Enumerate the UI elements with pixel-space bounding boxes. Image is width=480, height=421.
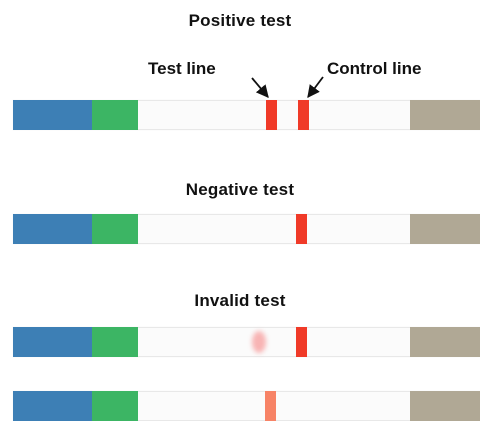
test-line-mark: [266, 100, 277, 130]
conjugate-pad: [92, 214, 138, 244]
absorbent-pad: [410, 391, 480, 421]
sample-pad: [13, 214, 92, 244]
absorbent-pad: [410, 100, 480, 130]
invalid-test-heading: Invalid test: [194, 291, 286, 310]
positive-test-heading: Positive test: [188, 11, 292, 30]
conjugate-pad: [92, 391, 138, 421]
invalid-test-strip-1: [13, 327, 480, 357]
sample-pad: [13, 391, 92, 421]
control-line-callout: Control line: [327, 59, 422, 78]
control-line-mark: [296, 327, 307, 357]
positive-test-strip: [13, 100, 480, 130]
conjugate-pad: [92, 327, 138, 357]
test-line-arrow: [251, 77, 269, 98]
faint-test-smudge: [252, 331, 266, 353]
sample-pad: [13, 100, 92, 130]
test-line-mark: [265, 391, 276, 421]
absorbent-pad: [410, 214, 480, 244]
control-line-mark: [298, 100, 309, 130]
sample-pad: [13, 327, 92, 357]
control-line-mark: [296, 214, 307, 244]
control-line-arrow: [307, 76, 324, 99]
negative-test-heading: Negative test: [185, 180, 295, 199]
invalid-test-strip-2: [13, 391, 480, 421]
conjugate-pad: [92, 100, 138, 130]
test-line-callout: Test line: [148, 59, 216, 78]
negative-test-strip: [13, 214, 480, 244]
absorbent-pad: [410, 327, 480, 357]
